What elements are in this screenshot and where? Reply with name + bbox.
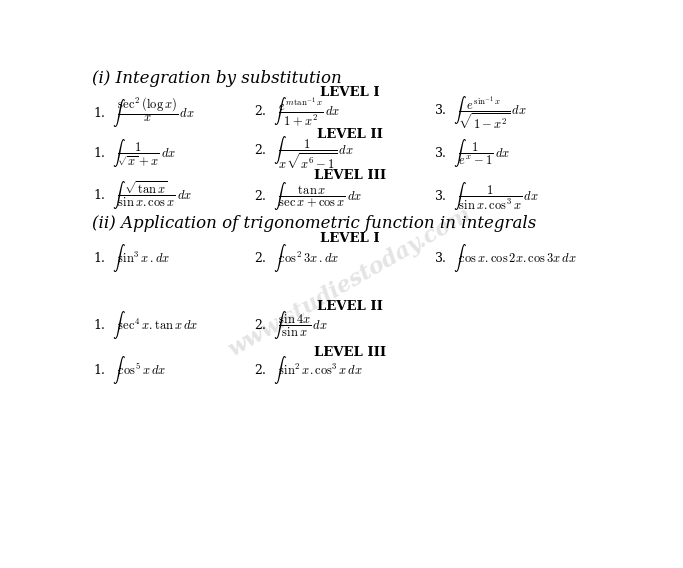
Text: LEVEL II: LEVEL II	[317, 300, 382, 314]
Text: www.studiestoday.com: www.studiestoday.com	[224, 203, 475, 361]
Text: 2.  $\int\!\cos^2 3x\,\mathrm{.}dx$: 2. $\int\!\cos^2 3x\,\mathrm{.}dx$	[254, 241, 339, 274]
Text: 2.  $\int\!\dfrac{1}{x\sqrt{x^6-1}}\,dx$: 2. $\int\!\dfrac{1}{x\sqrt{x^6-1}}\,dx$	[254, 135, 354, 171]
Text: 1.  $\int\!\cos^5 x\,dx$: 1. $\int\!\cos^5 x\,dx$	[93, 354, 167, 386]
Text: 1.  $\int\!\dfrac{\sec^2(\log x)}{x}\,dx$: 1. $\int\!\dfrac{\sec^2(\log x)}{x}\,dx$	[93, 95, 195, 130]
Text: LEVEL II: LEVEL II	[317, 128, 382, 141]
Text: 2.  $\int\!\dfrac{\sin 4x}{\sin x}\,dx$: 2. $\int\!\dfrac{\sin 4x}{\sin x}\,dx$	[254, 310, 329, 341]
Text: LEVEL III: LEVEL III	[313, 169, 386, 182]
Text: LEVEL I: LEVEL I	[320, 86, 380, 98]
Text: 2.  $\int\!\dfrac{\tan x}{\sec x+\cos x}\,dx$: 2. $\int\!\dfrac{\tan x}{\sec x+\cos x}\…	[254, 180, 363, 212]
Text: 3.  $\int\!\dfrac{1}{e^x-1}\,dx$: 3. $\int\!\dfrac{1}{e^x-1}\,dx$	[434, 137, 510, 169]
Text: 3.  $\int\!\cos x.\cos 2x.\cos 3x\,dx$: 3. $\int\!\cos x.\cos 2x.\cos 3x\,dx$	[434, 241, 577, 274]
Text: 3.  $\int\!\dfrac{e^{\sin^{-1}x}}{\sqrt{1-x^2}}\,dx$: 3. $\int\!\dfrac{e^{\sin^{-1}x}}{\sqrt{1…	[434, 94, 527, 132]
Text: 1.  $\int\!\dfrac{1}{\sqrt{x}+x}\,dx$: 1. $\int\!\dfrac{1}{\sqrt{x}+x}\,dx$	[93, 137, 176, 169]
Text: 2.  $\int\!\dfrac{e^{m\tan^{-1}x}}{1+x^2}\,dx$: 2. $\int\!\dfrac{e^{m\tan^{-1}x}}{1+x^2}…	[254, 96, 341, 130]
Text: 2.  $\int\!\sin^2 x.\cos^3 x\,dx$: 2. $\int\!\sin^2 x.\cos^3 x\,dx$	[254, 354, 363, 386]
Text: (i) Integration by substitution: (i) Integration by substitution	[92, 70, 342, 87]
Text: LEVEL I: LEVEL I	[320, 232, 380, 245]
Text: LEVEL III: LEVEL III	[313, 346, 386, 359]
Text: 1.  $\int\!\sec^4 x.\tan x\,dx$: 1. $\int\!\sec^4 x.\tan x\,dx$	[93, 310, 198, 341]
Text: (ii) Application of trigonometric function in integrals: (ii) Application of trigonometric functi…	[92, 215, 536, 232]
Text: 3.  $\int\!\dfrac{1}{\sin x.\cos^3 x}\,dx$: 3. $\int\!\dfrac{1}{\sin x.\cos^3 x}\,dx…	[434, 180, 539, 212]
Text: 1.  $\int\!\dfrac{\sqrt{\tan x}}{\sin x.\cos x}\,dx$: 1. $\int\!\dfrac{\sqrt{\tan x}}{\sin x.\…	[93, 180, 192, 212]
Text: 1.  $\int\!\sin^3 x\,\mathrm{.}dx$: 1. $\int\!\sin^3 x\,\mathrm{.}dx$	[93, 241, 171, 274]
